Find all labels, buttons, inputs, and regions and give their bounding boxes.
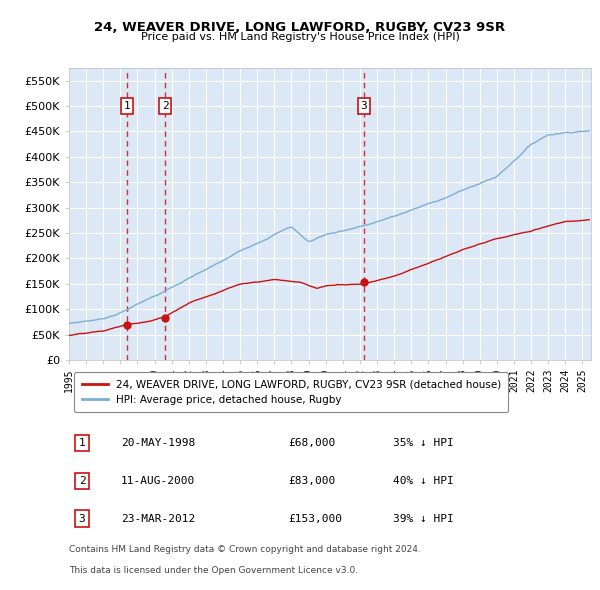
Text: £83,000: £83,000: [288, 476, 335, 486]
Text: 1: 1: [79, 438, 85, 448]
Text: 39% ↓ HPI: 39% ↓ HPI: [392, 514, 454, 523]
Text: 2: 2: [79, 476, 85, 486]
Text: 23-MAR-2012: 23-MAR-2012: [121, 514, 196, 523]
Text: 24, WEAVER DRIVE, LONG LAWFORD, RUGBY, CV23 9SR: 24, WEAVER DRIVE, LONG LAWFORD, RUGBY, C…: [94, 21, 506, 34]
Text: 40% ↓ HPI: 40% ↓ HPI: [392, 476, 454, 486]
Text: Price paid vs. HM Land Registry's House Price Index (HPI): Price paid vs. HM Land Registry's House …: [140, 32, 460, 42]
Legend: 24, WEAVER DRIVE, LONG LAWFORD, RUGBY, CV23 9SR (detached house), HPI: Average p: 24, WEAVER DRIVE, LONG LAWFORD, RUGBY, C…: [74, 372, 508, 412]
Text: 3: 3: [361, 101, 367, 111]
Text: £153,000: £153,000: [288, 514, 342, 523]
Text: £68,000: £68,000: [288, 438, 335, 448]
Text: 20-MAY-1998: 20-MAY-1998: [121, 438, 196, 448]
Text: 11-AUG-2000: 11-AUG-2000: [121, 476, 196, 486]
Text: Contains HM Land Registry data © Crown copyright and database right 2024.: Contains HM Land Registry data © Crown c…: [69, 545, 421, 554]
Text: 1: 1: [124, 101, 130, 111]
Text: This data is licensed under the Open Government Licence v3.0.: This data is licensed under the Open Gov…: [69, 565, 358, 575]
Text: 3: 3: [79, 514, 85, 523]
Text: 35% ↓ HPI: 35% ↓ HPI: [392, 438, 454, 448]
Text: 2: 2: [161, 101, 169, 111]
